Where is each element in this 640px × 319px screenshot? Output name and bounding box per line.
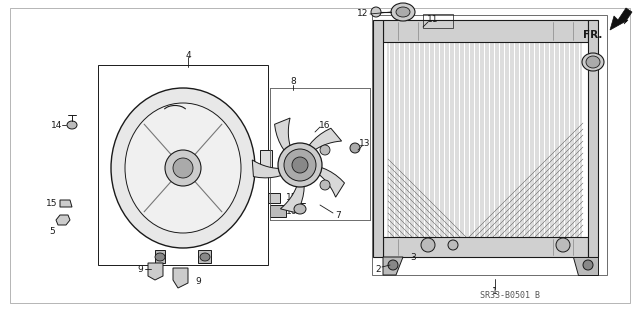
Polygon shape xyxy=(275,118,294,159)
Ellipse shape xyxy=(388,260,398,270)
Bar xyxy=(588,20,598,257)
Ellipse shape xyxy=(421,238,435,252)
Polygon shape xyxy=(268,193,280,203)
Text: 3: 3 xyxy=(410,253,416,262)
Polygon shape xyxy=(303,128,342,157)
Ellipse shape xyxy=(396,7,410,17)
Ellipse shape xyxy=(371,7,381,17)
Bar xyxy=(98,65,268,265)
Ellipse shape xyxy=(320,180,330,190)
Ellipse shape xyxy=(292,157,308,173)
Bar xyxy=(270,205,286,217)
Text: 14: 14 xyxy=(51,121,63,130)
Ellipse shape xyxy=(294,204,306,214)
Polygon shape xyxy=(155,250,165,263)
Ellipse shape xyxy=(583,260,593,270)
Polygon shape xyxy=(173,268,188,288)
Bar xyxy=(383,237,588,257)
Ellipse shape xyxy=(278,143,322,187)
Text: 7: 7 xyxy=(335,211,341,219)
Polygon shape xyxy=(56,215,70,225)
Polygon shape xyxy=(198,250,211,263)
Bar xyxy=(423,14,453,28)
Polygon shape xyxy=(252,160,292,178)
Text: 12: 12 xyxy=(357,10,369,19)
Ellipse shape xyxy=(556,238,570,252)
Polygon shape xyxy=(60,200,72,207)
Polygon shape xyxy=(280,174,304,213)
Text: FR.: FR. xyxy=(583,30,603,40)
Text: 4: 4 xyxy=(185,50,191,60)
Ellipse shape xyxy=(165,150,201,186)
Text: 1: 1 xyxy=(492,287,498,296)
Ellipse shape xyxy=(350,143,360,153)
Text: 8: 8 xyxy=(290,78,296,86)
Polygon shape xyxy=(148,263,163,280)
Polygon shape xyxy=(610,8,632,30)
Text: 11: 11 xyxy=(428,16,439,25)
Text: 2: 2 xyxy=(375,264,381,273)
Text: 15: 15 xyxy=(286,192,298,202)
Ellipse shape xyxy=(155,253,165,261)
Ellipse shape xyxy=(284,149,316,181)
Ellipse shape xyxy=(320,145,330,155)
Polygon shape xyxy=(573,257,598,275)
Ellipse shape xyxy=(586,56,600,68)
Text: 10: 10 xyxy=(286,206,298,216)
Text: 15: 15 xyxy=(46,198,58,207)
Text: 13: 13 xyxy=(359,138,371,147)
Ellipse shape xyxy=(391,3,415,21)
Polygon shape xyxy=(383,257,403,275)
Text: 9: 9 xyxy=(137,264,143,273)
Text: 5: 5 xyxy=(49,227,55,236)
Ellipse shape xyxy=(200,253,210,261)
Ellipse shape xyxy=(173,158,193,178)
Polygon shape xyxy=(309,165,344,197)
Ellipse shape xyxy=(67,121,77,129)
Bar xyxy=(383,20,588,42)
Ellipse shape xyxy=(111,88,255,248)
Text: 9: 9 xyxy=(195,278,201,286)
Bar xyxy=(373,20,383,257)
Ellipse shape xyxy=(582,53,604,71)
Ellipse shape xyxy=(448,240,458,250)
Text: SR33-B0501 B: SR33-B0501 B xyxy=(480,291,540,300)
Text: 16: 16 xyxy=(319,121,331,130)
Bar xyxy=(372,15,607,275)
Bar xyxy=(260,150,272,175)
Ellipse shape xyxy=(125,103,241,233)
